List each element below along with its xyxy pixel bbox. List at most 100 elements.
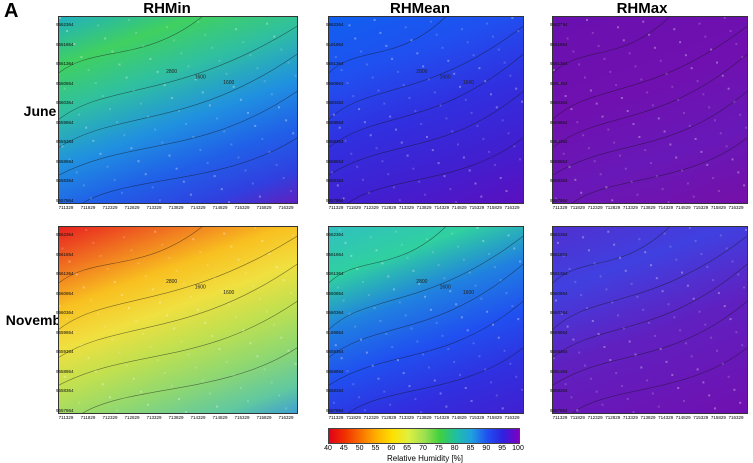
texture-speck bbox=[161, 243, 164, 246]
texture-speck bbox=[363, 121, 366, 124]
contour-label: 1600 bbox=[440, 284, 451, 290]
texture-speck bbox=[194, 366, 197, 369]
texture-speck bbox=[708, 394, 711, 397]
texture-speck bbox=[237, 156, 240, 159]
x-tick-label: 714329 bbox=[658, 415, 674, 420]
texture-speck bbox=[68, 158, 71, 161]
texture-speck bbox=[285, 119, 288, 122]
texture-speck bbox=[75, 273, 78, 276]
texture-speck bbox=[92, 139, 95, 142]
texture-speck bbox=[187, 65, 190, 68]
texture-speck bbox=[468, 169, 471, 172]
texture-speck bbox=[251, 182, 254, 185]
texture-speck bbox=[679, 41, 682, 44]
texture-speck bbox=[731, 158, 734, 161]
texture-speck bbox=[553, 357, 555, 360]
y-tick-label: 9562364 bbox=[550, 22, 568, 27]
texture-speck bbox=[459, 85, 461, 88]
texture-speck bbox=[688, 227, 691, 229]
texture-speck bbox=[109, 108, 111, 111]
texture-speck bbox=[197, 308, 199, 311]
texture-speck bbox=[94, 370, 97, 373]
texture-speck bbox=[677, 387, 680, 389]
texture-speck bbox=[263, 368, 266, 371]
texture-speck bbox=[743, 184, 746, 187]
texture-speck bbox=[586, 18, 588, 21]
texture-speck bbox=[266, 310, 269, 313]
texture-speck bbox=[468, 271, 471, 274]
texture-speck bbox=[256, 355, 259, 358]
texture-speck bbox=[123, 134, 126, 137]
texture-speck bbox=[235, 28, 238, 31]
texture-speck bbox=[113, 280, 116, 283]
texture-speck bbox=[433, 379, 436, 382]
texture-speck bbox=[159, 199, 161, 202]
texture-speck bbox=[675, 156, 678, 159]
texture-speck bbox=[499, 177, 502, 179]
texture-speck bbox=[429, 20, 432, 23]
texture-speck bbox=[607, 128, 610, 131]
colorbar-tick-label: 45 bbox=[339, 445, 348, 452]
texture-speck bbox=[714, 407, 716, 410]
texture-speck bbox=[564, 383, 567, 386]
texture-speck bbox=[478, 67, 481, 70]
texture-speck bbox=[228, 201, 230, 203]
texture-speck bbox=[595, 390, 598, 393]
texture-speck bbox=[266, 22, 269, 25]
texture-speck bbox=[268, 253, 271, 255]
texture-speck bbox=[170, 97, 173, 99]
y-tick-label: 9557864 bbox=[56, 408, 74, 413]
y-tick-label: 9560364 bbox=[326, 100, 344, 106]
texture-speck bbox=[648, 33, 651, 36]
texture-speck bbox=[665, 360, 668, 363]
y-tick-label: 9558864 bbox=[550, 368, 568, 374]
texture-speck bbox=[113, 178, 116, 181]
x-tick-label: 711329 bbox=[552, 205, 568, 210]
texture-speck bbox=[87, 357, 90, 360]
texture-speck bbox=[258, 297, 261, 300]
texture-speck bbox=[484, 368, 487, 371]
texture-speck bbox=[460, 28, 463, 31]
texture-speck bbox=[556, 139, 559, 142]
texture-speck bbox=[462, 156, 465, 159]
texture-speck bbox=[280, 336, 283, 339]
texture-speck bbox=[607, 230, 610, 233]
texture-speck bbox=[256, 67, 259, 70]
texture-speck bbox=[624, 167, 627, 170]
texture-speck bbox=[416, 340, 419, 343]
x-tick-label: 715829 bbox=[256, 415, 272, 420]
texture-speck bbox=[395, 128, 397, 131]
texture-speck bbox=[717, 292, 720, 295]
texture-speck bbox=[474, 182, 477, 185]
texture-speck bbox=[249, 54, 252, 57]
texture-speck bbox=[270, 381, 273, 384]
map-panel-rhmean-november: 2800 1600 1600 bbox=[328, 226, 524, 414]
texture-speck bbox=[192, 238, 195, 241]
texture-speck bbox=[597, 333, 600, 335]
texture-speck bbox=[733, 100, 736, 103]
texture-speck bbox=[244, 271, 247, 274]
texture-speck bbox=[638, 136, 641, 138]
texture-speck bbox=[663, 232, 666, 235]
texture-speck bbox=[611, 199, 614, 202]
texture-speck bbox=[455, 303, 458, 306]
texture-speck bbox=[553, 69, 555, 72]
texture-speck bbox=[663, 130, 666, 133]
texture-speck bbox=[375, 147, 378, 150]
texture-speck bbox=[572, 50, 575, 53]
texture-speck bbox=[385, 333, 388, 335]
texture-speck bbox=[702, 381, 705, 384]
texture-speck bbox=[669, 143, 672, 146]
texture-speck bbox=[683, 111, 685, 114]
texture-speck bbox=[130, 147, 133, 150]
colorbar-tick-label: 40 bbox=[324, 445, 332, 452]
texture-speck bbox=[362, 280, 364, 283]
texture-speck bbox=[710, 48, 713, 51]
texture-speck bbox=[175, 167, 178, 170]
y-tick-label: 9560364 bbox=[56, 310, 74, 316]
texture-speck bbox=[163, 372, 166, 375]
texture-speck bbox=[482, 240, 485, 242]
texture-speck bbox=[501, 119, 504, 122]
texture-speck bbox=[367, 191, 370, 194]
texture-speck bbox=[213, 175, 216, 178]
